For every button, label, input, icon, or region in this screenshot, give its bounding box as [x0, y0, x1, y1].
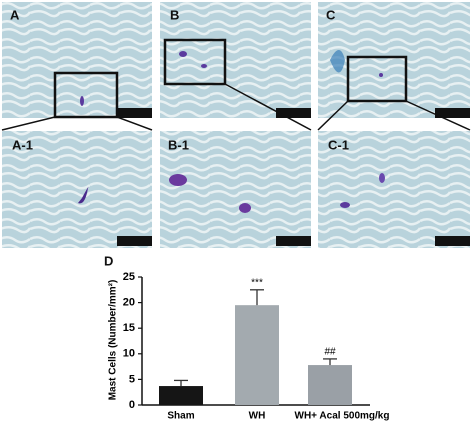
zoom-line: [224, 83, 312, 131]
y-tick-label: 20: [123, 297, 135, 309]
x-tick-label: Sham: [167, 411, 194, 422]
x-tick-label: WH+ Acal 500mg/kg: [295, 411, 390, 422]
bar: [308, 365, 352, 405]
panel-label: B-1: [168, 137, 189, 152]
zoom-line: [317, 100, 349, 131]
mast-cell: [379, 173, 385, 183]
zoom-line: [405, 100, 471, 131]
bar: [235, 305, 279, 405]
mast-cell: [201, 64, 207, 68]
panel-label: D: [104, 253, 113, 268]
panel-label: C: [326, 7, 336, 22]
mast-cell: [78, 186, 89, 204]
panel-label: C-1: [328, 137, 349, 152]
micrographs: [1, 2, 471, 248]
y-tick-label: 10: [123, 348, 135, 360]
significance-label: ***: [251, 277, 263, 288]
micrograph: [318, 131, 470, 248]
mast-cell: [80, 96, 84, 106]
significance-label: ##: [324, 347, 336, 358]
zoom-line: [1, 116, 56, 131]
scale-bar: [117, 236, 152, 246]
mast-cell: [379, 73, 383, 77]
micrograph: [160, 2, 311, 118]
y-tick-label: 0: [129, 399, 135, 411]
mast-cell: [340, 202, 350, 208]
y-tick-label: 25: [123, 271, 135, 283]
scale-bar: [435, 108, 470, 118]
mast-cell: [169, 174, 187, 186]
vessel: [330, 50, 345, 73]
y-tick-label: 5: [129, 373, 135, 385]
bar: [159, 386, 203, 405]
zoom-line: [116, 116, 153, 131]
y-tick-label: 15: [123, 322, 135, 334]
panel-label: A-1: [12, 137, 33, 152]
micrograph: [2, 2, 152, 118]
zoom-box: [163, 38, 227, 86]
x-tick-label: WH: [249, 411, 266, 422]
scale-bar: [435, 236, 470, 246]
zoom-box: [346, 55, 408, 103]
zoom-box: [53, 71, 119, 119]
panel-label: B: [170, 7, 179, 22]
panel-label: A: [10, 7, 20, 22]
scale-bar: [276, 236, 311, 246]
scale-bar: [276, 108, 311, 118]
y-axis-label: Mast Cells (Number/mm²): [108, 280, 119, 401]
scale-bar: [117, 108, 152, 118]
mast-cell: [239, 203, 251, 213]
micrograph: [2, 131, 152, 248]
micrograph: [160, 131, 311, 248]
mast-cell: [179, 51, 187, 57]
